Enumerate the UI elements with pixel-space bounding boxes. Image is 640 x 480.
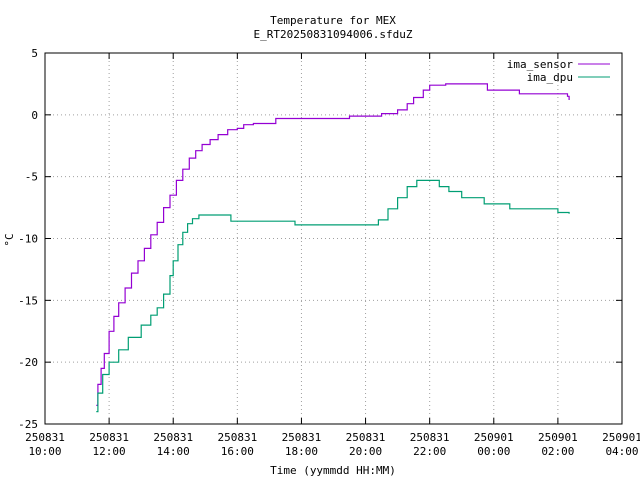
plot-frame [44,52,623,425]
x-tick-time-label: 04:00 [605,445,638,458]
y-tick-label: -10 [18,233,38,246]
x-tick-date-label: 250831 [153,431,193,444]
chart-title: Temperature for MEX [270,14,396,27]
legend-label-ima-dpu: ima_dpu [527,71,573,84]
x-tick-date-label: 250901 [538,431,578,444]
x-tick-time-label: 00:00 [477,445,510,458]
y-tick-label: 5 [31,47,38,60]
legend: ima_sensor ima_dpu [507,58,610,84]
x-tick-time-label: 16:00 [221,445,254,458]
chart-subtitle: E_RT20250831094006.sfduZ [254,28,413,41]
x-tick-time-label: 20:00 [349,445,382,458]
x-tick-date-label: 250831 [89,431,129,444]
y-axis-label: °C [3,233,16,246]
y-tick-label: -15 [18,294,38,307]
y-tick-label: -25 [18,418,38,431]
x-tick-time-label: 22:00 [413,445,446,458]
axis-layer: 50-5-10-15-20-2525083110:0025083112:0025… [18,47,640,458]
series-line-ima-dpu [96,179,570,413]
series-line-ima-sensor [96,83,570,406]
x-tick-date-label: 250831 [346,431,386,444]
x-tick-time-label: 10:00 [28,445,61,458]
legend-label-ima-sensor: ima_sensor [507,58,574,71]
series-layer [96,83,570,413]
x-tick-date-label: 250901 [602,431,640,444]
grid-layer [45,53,622,424]
x-tick-date-label: 250831 [25,431,65,444]
y-tick-label: -5 [25,171,38,184]
x-tick-time-label: 02:00 [541,445,574,458]
x-tick-date-label: 250901 [474,431,514,444]
x-tick-date-label: 250831 [217,431,257,444]
x-tick-time-label: 18:00 [285,445,318,458]
x-tick-date-label: 250831 [282,431,322,444]
x-tick-time-label: 12:00 [93,445,126,458]
x-tick-date-label: 250831 [410,431,450,444]
x-axis-label: Time (yymmdd HH:MM) [270,464,396,477]
y-tick-label: 0 [31,109,38,122]
y-tick-label: -20 [18,356,38,369]
x-tick-time-label: 14:00 [157,445,190,458]
